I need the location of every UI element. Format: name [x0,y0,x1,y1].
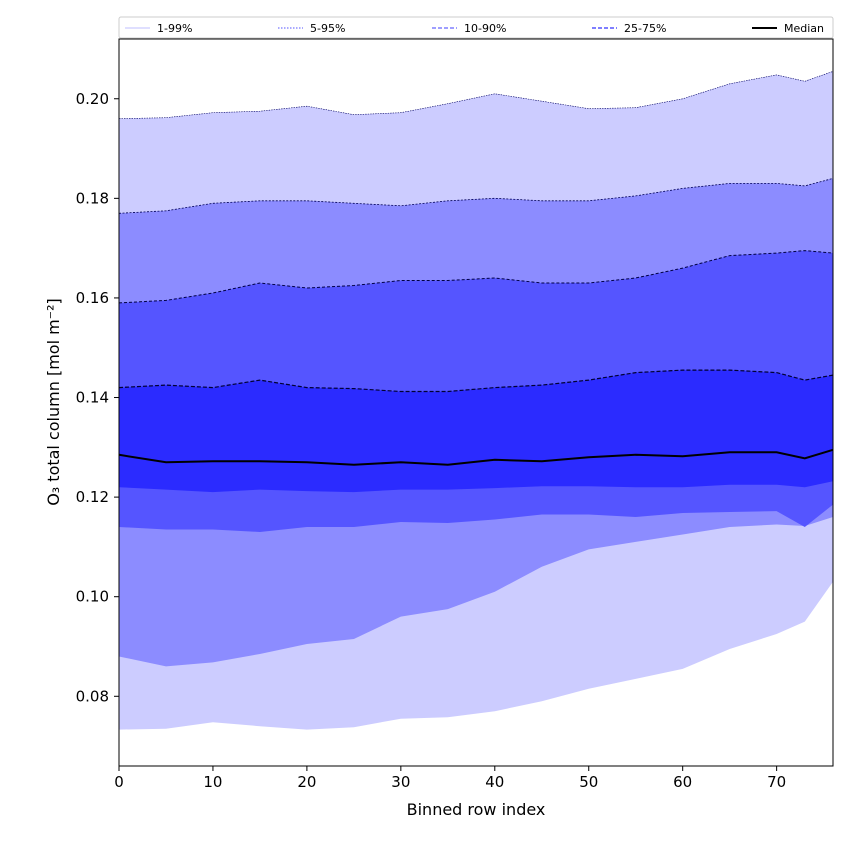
x-tick-label: 50 [579,773,598,791]
legend-label: 5-95% [310,22,345,35]
x-tick-label: 10 [203,773,222,791]
y-tick-label: 0.12 [76,488,109,506]
y-tick-label: 0.08 [76,687,109,705]
legend-label: 1-99% [157,22,192,35]
legend: 1-99% 5-95% 10-90% 25-75% Median [118,16,834,39]
x-axis-label: Binned row index [407,800,546,819]
y-tick-label: 0.10 [76,588,109,606]
y-axis-label: O₃ total column [mol m⁻²] [44,298,63,506]
legend-label: 10-90% [464,22,506,35]
legend-label: Median [784,22,824,35]
y-tick-label: 0.18 [76,189,109,207]
y-axis: 0.08 0.10 0.12 0.14 0.16 0.18 0.20 [76,90,119,705]
x-tick-label: 40 [485,773,504,791]
line-p90 [118,250,834,304]
median-line [118,448,834,466]
x-tick-label: 0 [114,773,124,791]
line-p99 [118,71,834,119]
percentile-bands [119,71,833,730]
x-tick-label: 30 [391,773,410,791]
y-tick-label: 0.14 [76,389,109,407]
x-axis: 0 10 20 30 40 50 60 70 [114,766,786,791]
x-tick-label: 60 [673,773,692,791]
percentile-lines [118,71,834,466]
x-tick-label: 20 [297,773,316,791]
y-tick-label: 0.16 [76,289,109,307]
legend-box [118,16,834,39]
y-tick-label: 0.20 [76,90,109,108]
legend-label: 25-75% [624,22,666,35]
x-tick-label: 70 [767,773,786,791]
plot-frame [118,38,834,767]
